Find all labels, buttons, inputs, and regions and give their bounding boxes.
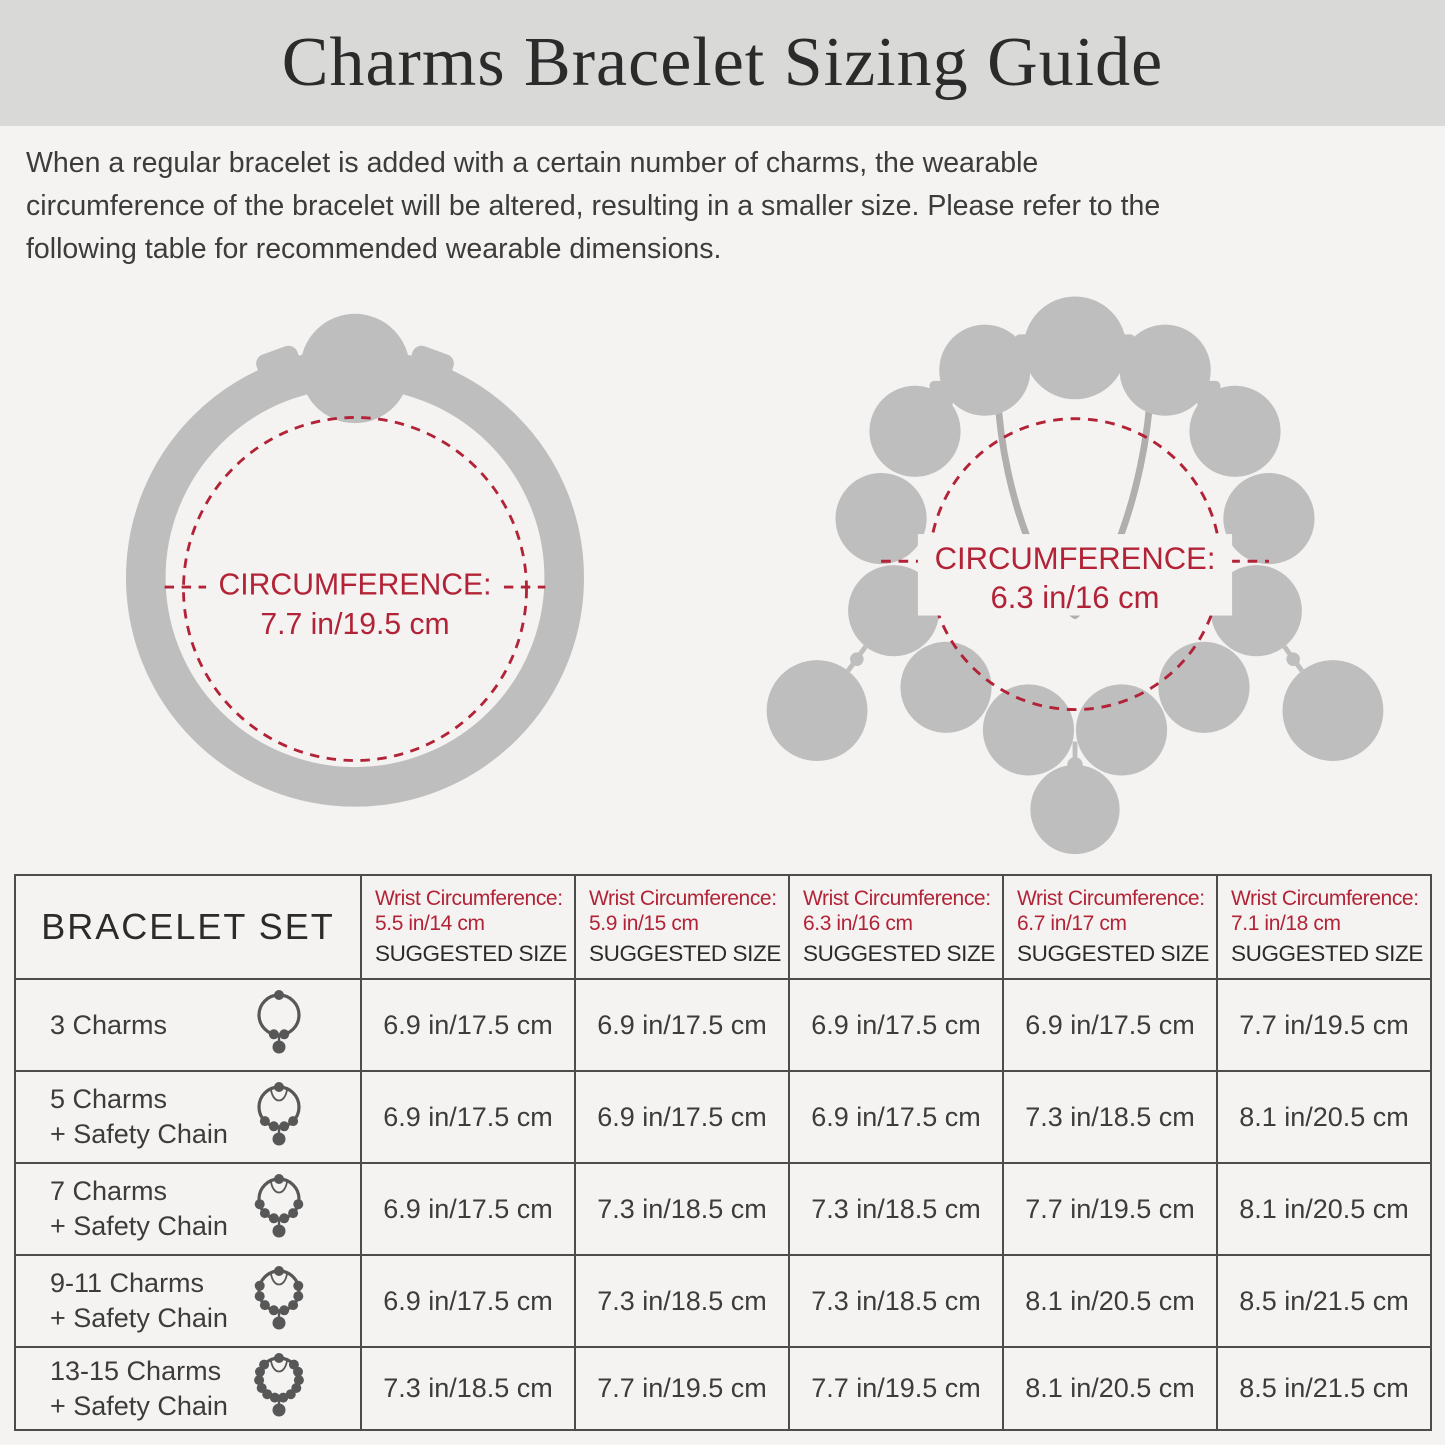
suggested-size-cell: 8.1 in/20.5 cm: [1216, 1162, 1432, 1257]
wrist-column-header-2: Wrist Circumference: 5.9 in/15 cm SUGGES…: [574, 874, 790, 981]
circumference-label: CIRCUMFERENCE:: [219, 569, 492, 602]
bracelet-set-cell: 13-15 Charms + Safety Chain: [14, 1346, 362, 1432]
suggested-size-cell: 7.7 in/19.5 cm: [1002, 1162, 1218, 1257]
wrist-column-header-4: Wrist Circumference: 6.7 in/17 cm SUGGES…: [1002, 874, 1218, 981]
suggested-size-cell: 6.9 in/17.5 cm: [1002, 978, 1218, 1073]
table-row: 5 Charms + Safety Chain 6.9 in/17.5 cm 6…: [14, 1070, 1432, 1165]
title-band: Charms Bracelet Sizing Guide: [0, 0, 1445, 126]
wrist-circumference-label: Wrist Circumference:: [589, 887, 777, 911]
charm-set-icon: [248, 1169, 310, 1250]
suggested-size-cell: 6.9 in/17.5 cm: [788, 1070, 1004, 1165]
suggested-size-cell: 7.3 in/18.5 cm: [788, 1254, 1004, 1349]
suggested-size-cell: 7.7 in/19.5 cm: [574, 1346, 790, 1432]
page-title: Charms Bracelet Sizing Guide: [281, 24, 1164, 101]
charm-set-icon: [248, 985, 310, 1066]
suggested-size-cell: 7.7 in/19.5 cm: [788, 1346, 1004, 1432]
dangling-charms: [766, 645, 1384, 855]
charm-set-icon: [248, 1261, 310, 1342]
circumference-value: 7.7 in/19.5 cm: [260, 608, 449, 641]
sizing-table: BRACELET SET Wrist Circumference: 5.5 in…: [14, 874, 1432, 1432]
suggested-size-cell: 7.3 in/18.5 cm: [360, 1346, 576, 1432]
row-label: 13-15 Charms + Safety Chain: [50, 1355, 228, 1421]
dashed-circle: [182, 416, 528, 763]
wrist-circumference-label: Wrist Circumference:: [1017, 887, 1205, 911]
charm-set-icon: [248, 1077, 310, 1158]
suggested-size-cell: 8.5 in/21.5 cm: [1216, 1254, 1432, 1349]
suggested-size-cell: 8.1 in/20.5 cm: [1216, 1070, 1432, 1165]
charm-set-icon: [248, 1348, 310, 1429]
wrist-circumference-label: Wrist Circumference:: [803, 887, 991, 911]
wrist-circumference-label: Wrist Circumference:: [375, 887, 563, 911]
bracelet-set-cell: 7 Charms + Safety Chain: [14, 1162, 362, 1257]
clasp-nub-left: [256, 345, 302, 383]
suggested-size-cell: 8.5 in/21.5 cm: [1216, 1346, 1432, 1432]
suggested-size-label: SUGGESTED SIZE: [589, 941, 781, 967]
wrist-circumference-value: 5.5 in/14 cm: [375, 912, 485, 936]
suggested-size-label: SUGGESTED SIZE: [1017, 941, 1209, 967]
bracelet-clasp: [300, 314, 410, 424]
table-row: 3 Charms 6.9 in/17.5 cm 6.9 in/17.5 cm 6…: [14, 978, 1432, 1073]
label-backdrop: [917, 534, 1233, 616]
row-label: 3 Charms: [50, 1009, 168, 1040]
suggested-size-cell: 6.9 in/17.5 cm: [574, 1070, 790, 1165]
wrist-circumference-value: 7.1 in/18 cm: [1231, 912, 1341, 936]
bracelet-set-header: BRACELET SET: [14, 874, 362, 981]
suggested-size-cell: 8.1 in/20.5 cm: [1002, 1346, 1218, 1432]
table-row: 7 Charms + Safety Chain 6.9 in/17.5 cm 7…: [14, 1162, 1432, 1257]
suggested-size-cell: 7.3 in/18.5 cm: [574, 1254, 790, 1349]
wrist-circumference-value: 5.9 in/15 cm: [589, 912, 699, 936]
bracelet-set-cell: 5 Charms + Safety Chain: [14, 1070, 362, 1165]
plain-bracelet-silhouette: [126, 314, 584, 807]
table-row: 13-15 Charms + Safety Chain 7.3 in/18.5 …: [14, 1346, 1432, 1432]
suggested-size-cell: 7.3 in/18.5 cm: [788, 1162, 1004, 1257]
row-label: 9-11 Charms + Safety Chain: [50, 1268, 228, 1334]
intro-paragraph: When a regular bracelet is added with a …: [26, 147, 1161, 265]
wrist-circumference-value: 6.3 in/16 cm: [803, 912, 913, 936]
suggested-size-label: SUGGESTED SIZE: [803, 941, 995, 967]
clasp-nub-right: [408, 345, 454, 383]
circumference-annotation: CIRCUMFERENCE: 7.7 in/19.5 cm: [164, 416, 546, 763]
charm-bracelet-illustration: CIRCUMFERENCE: 6.3 in/16 cm: [766, 296, 1384, 855]
suggested-size-cell: 6.9 in/17.5 cm: [360, 1070, 576, 1165]
suggested-size-cell: 6.9 in/17.5 cm: [788, 978, 1004, 1073]
wrist-column-header-1: Wrist Circumference: 5.5 in/14 cm SUGGES…: [360, 874, 576, 981]
suggested-size-cell: 7.3 in/18.5 cm: [1002, 1070, 1218, 1165]
wrist-column-header-5: Wrist Circumference: 7.1 in/18 cm SUGGES…: [1216, 874, 1432, 981]
suggested-size-cell: 7.7 in/19.5 cm: [1216, 978, 1432, 1073]
label-backdrop: [206, 560, 504, 646]
suggested-size-cell: 8.1 in/20.5 cm: [1002, 1254, 1218, 1349]
circumference-value: 6.3 in/16 cm: [991, 580, 1160, 615]
wrist-circumference-label: Wrist Circumference:: [1231, 887, 1419, 911]
suggested-size-label: SUGGESTED SIZE: [375, 941, 567, 967]
suggested-size-label: SUGGESTED SIZE: [1231, 941, 1423, 967]
circumference-annotation: CIRCUMFERENCE: 6.3 in/16 cm: [881, 417, 1269, 712]
suggested-size-cell: 6.9 in/17.5 cm: [360, 978, 576, 1073]
suggested-size-cell: 7.3 in/18.5 cm: [574, 1162, 790, 1257]
illustrations-section: CIRCUMFERENCE: 7.7 in/19.5 cm: [0, 270, 1445, 858]
bracelet-set-cell: 3 Charms: [14, 978, 362, 1073]
circumference-label: CIRCUMFERENCE:: [935, 541, 1216, 576]
row-label: 7 Charms + Safety Chain: [50, 1176, 228, 1242]
wrist-circumference-value: 6.7 in/17 cm: [1017, 912, 1127, 936]
plain-bracelet-illustration: CIRCUMFERENCE: 7.7 in/19.5 cm: [126, 314, 584, 807]
suggested-size-cell: 6.9 in/17.5 cm: [360, 1254, 576, 1349]
table-header-row: BRACELET SET Wrist Circumference: 5.5 in…: [14, 874, 1432, 981]
suggested-size-cell: 6.9 in/17.5 cm: [360, 1162, 576, 1257]
table-row: 9-11 Charms + Safety Chain 6.9 in/17.5 c…: [14, 1254, 1432, 1349]
suggested-size-cell: 6.9 in/17.5 cm: [574, 978, 790, 1073]
wrist-column-header-3: Wrist Circumference: 6.3 in/16 cm SUGGES…: [788, 874, 1004, 981]
row-label: 5 Charms + Safety Chain: [50, 1084, 228, 1150]
bracelet-set-cell: 9-11 Charms + Safety Chain: [14, 1254, 362, 1349]
